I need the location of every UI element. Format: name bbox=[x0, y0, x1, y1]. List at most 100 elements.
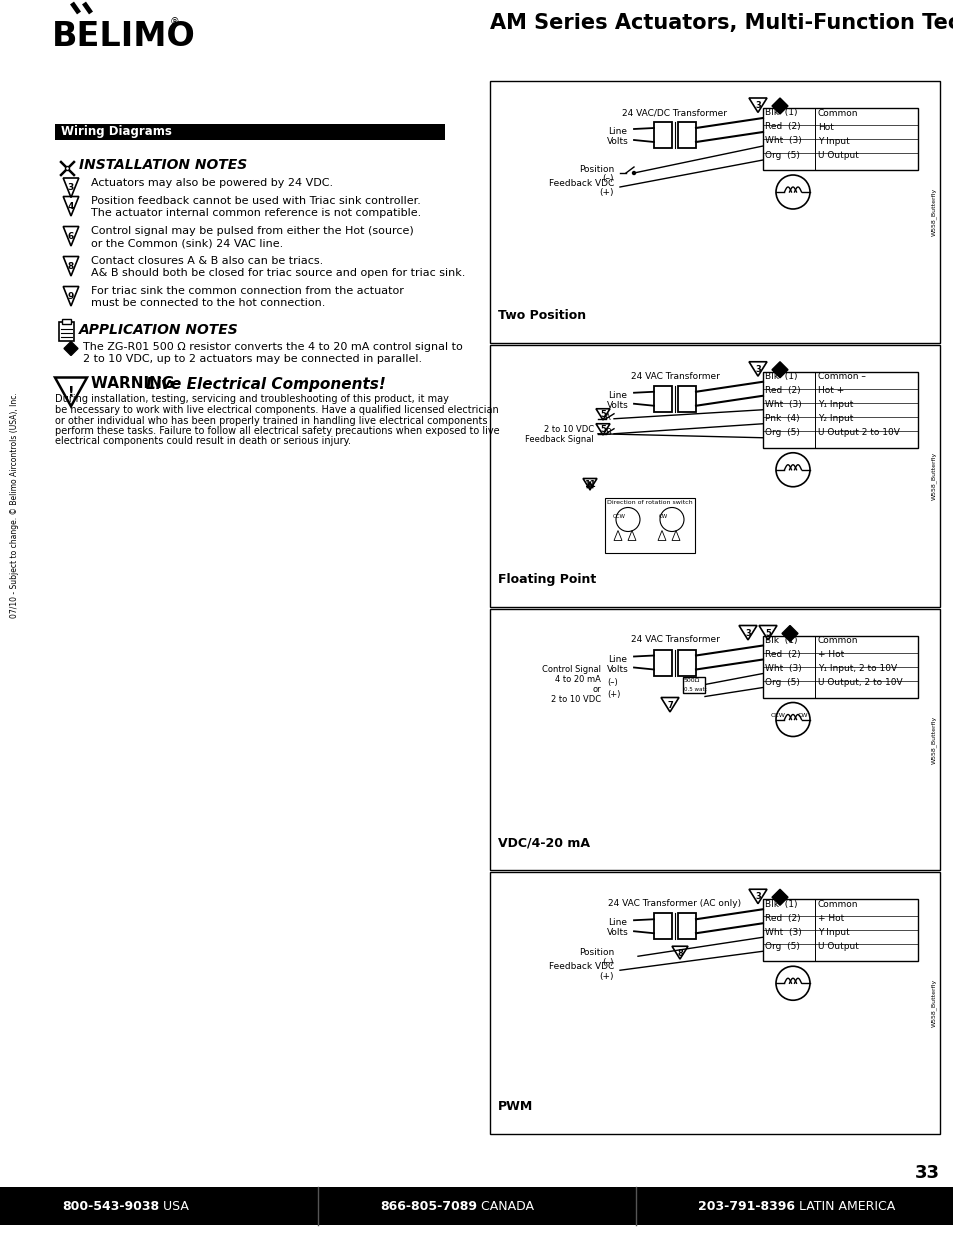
Text: CANADA: CANADA bbox=[476, 1199, 534, 1213]
Text: Hot +: Hot + bbox=[817, 387, 843, 395]
Text: U Output, 2 to 10V: U Output, 2 to 10V bbox=[817, 678, 902, 687]
Text: The ZG-R01 500 Ω resistor converts the 4 to 20 mA control signal to: The ZG-R01 500 Ω resistor converts the 4… bbox=[83, 342, 462, 352]
Text: Feedback VDC: Feedback VDC bbox=[548, 179, 614, 188]
FancyBboxPatch shape bbox=[678, 122, 696, 148]
Text: Wht  (3): Wht (3) bbox=[764, 927, 801, 937]
Text: A& B should both be closed for triac source and open for triac sink.: A& B should both be closed for triac sou… bbox=[91, 268, 465, 278]
Text: Common –: Common – bbox=[817, 372, 865, 382]
Text: 800-543-9038: 800-543-9038 bbox=[62, 1199, 159, 1213]
Text: be necessary to work with live electrical components. Have a qualified licensed : be necessary to work with live electrica… bbox=[55, 405, 498, 415]
Text: Common: Common bbox=[817, 900, 858, 909]
Text: 7: 7 bbox=[666, 700, 672, 710]
Text: VDC/4-20 mA: VDC/4-20 mA bbox=[497, 836, 589, 850]
Text: 8: 8 bbox=[68, 262, 74, 270]
Text: 24 VAC Transformer: 24 VAC Transformer bbox=[630, 636, 719, 645]
Text: Line: Line bbox=[608, 127, 627, 136]
Text: Line: Line bbox=[608, 655, 627, 663]
Text: (–): (–) bbox=[602, 174, 614, 184]
Text: electrical components could result in death or serious injury.: electrical components could result in de… bbox=[55, 436, 351, 447]
Text: The actuator internal common reference is not compatible.: The actuator internal common reference i… bbox=[91, 207, 421, 219]
Text: (+): (+) bbox=[606, 690, 619, 699]
Text: (–): (–) bbox=[602, 958, 614, 967]
Text: Position feedback cannot be used with Triac sink controller.: Position feedback cannot be used with Tr… bbox=[91, 196, 420, 206]
Text: WARNING: WARNING bbox=[91, 377, 179, 391]
Text: + Hot: + Hot bbox=[817, 914, 843, 923]
Text: U Output: U Output bbox=[817, 151, 858, 159]
Text: W558_Butterfly: W558_Butterfly bbox=[930, 188, 936, 236]
Text: 24 VAC Transformer (AC only): 24 VAC Transformer (AC only) bbox=[608, 899, 740, 908]
Text: Contact closures A & B also can be triacs.: Contact closures A & B also can be triac… bbox=[91, 257, 323, 267]
Text: or: or bbox=[592, 684, 600, 694]
Text: Feedback Signal: Feedback Signal bbox=[525, 435, 594, 445]
FancyBboxPatch shape bbox=[654, 122, 671, 148]
FancyBboxPatch shape bbox=[762, 636, 917, 698]
Text: (+): (+) bbox=[598, 972, 614, 981]
Text: 3: 3 bbox=[755, 101, 760, 110]
Text: Red  (2): Red (2) bbox=[764, 914, 800, 923]
Text: Actuators may also be powered by 24 VDC.: Actuators may also be powered by 24 VDC. bbox=[91, 178, 333, 188]
Text: Org  (5): Org (5) bbox=[764, 942, 799, 951]
FancyBboxPatch shape bbox=[654, 385, 671, 411]
Polygon shape bbox=[771, 889, 787, 905]
FancyBboxPatch shape bbox=[59, 321, 74, 341]
Text: 07/10 - Subject to change. © Belimo Aircontrols (USA), Inc.: 07/10 - Subject to change. © Belimo Airc… bbox=[10, 393, 19, 618]
FancyBboxPatch shape bbox=[490, 609, 939, 871]
FancyBboxPatch shape bbox=[654, 913, 671, 940]
Text: 11: 11 bbox=[583, 480, 596, 489]
Text: 3: 3 bbox=[755, 364, 760, 374]
FancyBboxPatch shape bbox=[762, 899, 917, 961]
Polygon shape bbox=[771, 98, 787, 114]
Text: 5: 5 bbox=[764, 629, 770, 637]
Text: 500Ω: 500Ω bbox=[683, 678, 700, 683]
Polygon shape bbox=[771, 362, 787, 378]
Text: 2 to 10 VDC: 2 to 10 VDC bbox=[550, 694, 600, 704]
Text: !: ! bbox=[68, 385, 74, 399]
Text: BELIMO: BELIMO bbox=[52, 20, 195, 53]
FancyBboxPatch shape bbox=[762, 107, 917, 170]
Text: Y₁ Input: Y₁ Input bbox=[817, 400, 853, 409]
Text: Control Signal: Control Signal bbox=[541, 664, 600, 673]
Text: 203-791-8396: 203-791-8396 bbox=[698, 1199, 794, 1213]
Text: 24 VAC Transformer: 24 VAC Transformer bbox=[630, 372, 719, 380]
FancyBboxPatch shape bbox=[55, 124, 444, 140]
Text: Common: Common bbox=[817, 109, 858, 117]
FancyBboxPatch shape bbox=[604, 498, 695, 552]
Text: W558_Butterfly: W558_Butterfly bbox=[930, 452, 936, 500]
Text: Red  (2): Red (2) bbox=[764, 387, 800, 395]
Polygon shape bbox=[64, 342, 78, 356]
Text: (–): (–) bbox=[606, 678, 618, 688]
Text: Volts: Volts bbox=[606, 400, 628, 410]
FancyBboxPatch shape bbox=[0, 1187, 953, 1225]
Text: Two Position: Two Position bbox=[497, 309, 585, 322]
Text: Direction of rotation switch: Direction of rotation switch bbox=[606, 499, 692, 505]
Text: A: A bbox=[604, 412, 610, 421]
Text: Position: Position bbox=[578, 164, 614, 173]
Text: Wht  (3): Wht (3) bbox=[764, 400, 801, 409]
Text: For triac sink the common connection from the actuator: For triac sink the common connection fro… bbox=[91, 287, 403, 296]
Text: 8: 8 bbox=[677, 948, 682, 957]
Text: Control signal may be pulsed from either the Hot (source): Control signal may be pulsed from either… bbox=[91, 226, 414, 236]
Text: Y₁ Input, 2 to 10V: Y₁ Input, 2 to 10V bbox=[817, 664, 896, 673]
Text: or the Common (sink) 24 VAC line.: or the Common (sink) 24 VAC line. bbox=[91, 238, 283, 248]
Text: + Hot: + Hot bbox=[817, 650, 843, 659]
Text: 0.5 watt: 0.5 watt bbox=[683, 687, 706, 692]
FancyBboxPatch shape bbox=[678, 385, 696, 411]
Text: Hot: Hot bbox=[817, 122, 833, 131]
Text: Feedback VDC: Feedback VDC bbox=[548, 962, 614, 971]
Text: Red  (2): Red (2) bbox=[764, 122, 800, 131]
Text: 3: 3 bbox=[755, 893, 760, 902]
Text: Wiring Diagrams: Wiring Diagrams bbox=[61, 125, 172, 138]
Text: Y₂ Input: Y₂ Input bbox=[817, 414, 853, 424]
FancyBboxPatch shape bbox=[490, 82, 939, 343]
Text: W558_Butterfly: W558_Butterfly bbox=[930, 715, 936, 763]
Text: Red  (2): Red (2) bbox=[764, 650, 800, 659]
Text: APPLICATION NOTES: APPLICATION NOTES bbox=[79, 322, 238, 336]
Text: Common: Common bbox=[817, 636, 858, 645]
Text: 4 to 20 mA: 4 to 20 mA bbox=[555, 674, 600, 683]
Text: During installation, testing, servicing and troubleshooting of this product, it : During installation, testing, servicing … bbox=[55, 394, 449, 405]
Text: W558_Butterfly: W558_Butterfly bbox=[930, 979, 936, 1028]
Text: 5: 5 bbox=[599, 425, 605, 435]
FancyBboxPatch shape bbox=[490, 872, 939, 1134]
Text: CW: CW bbox=[658, 514, 667, 519]
Text: PWM: PWM bbox=[497, 1100, 533, 1113]
